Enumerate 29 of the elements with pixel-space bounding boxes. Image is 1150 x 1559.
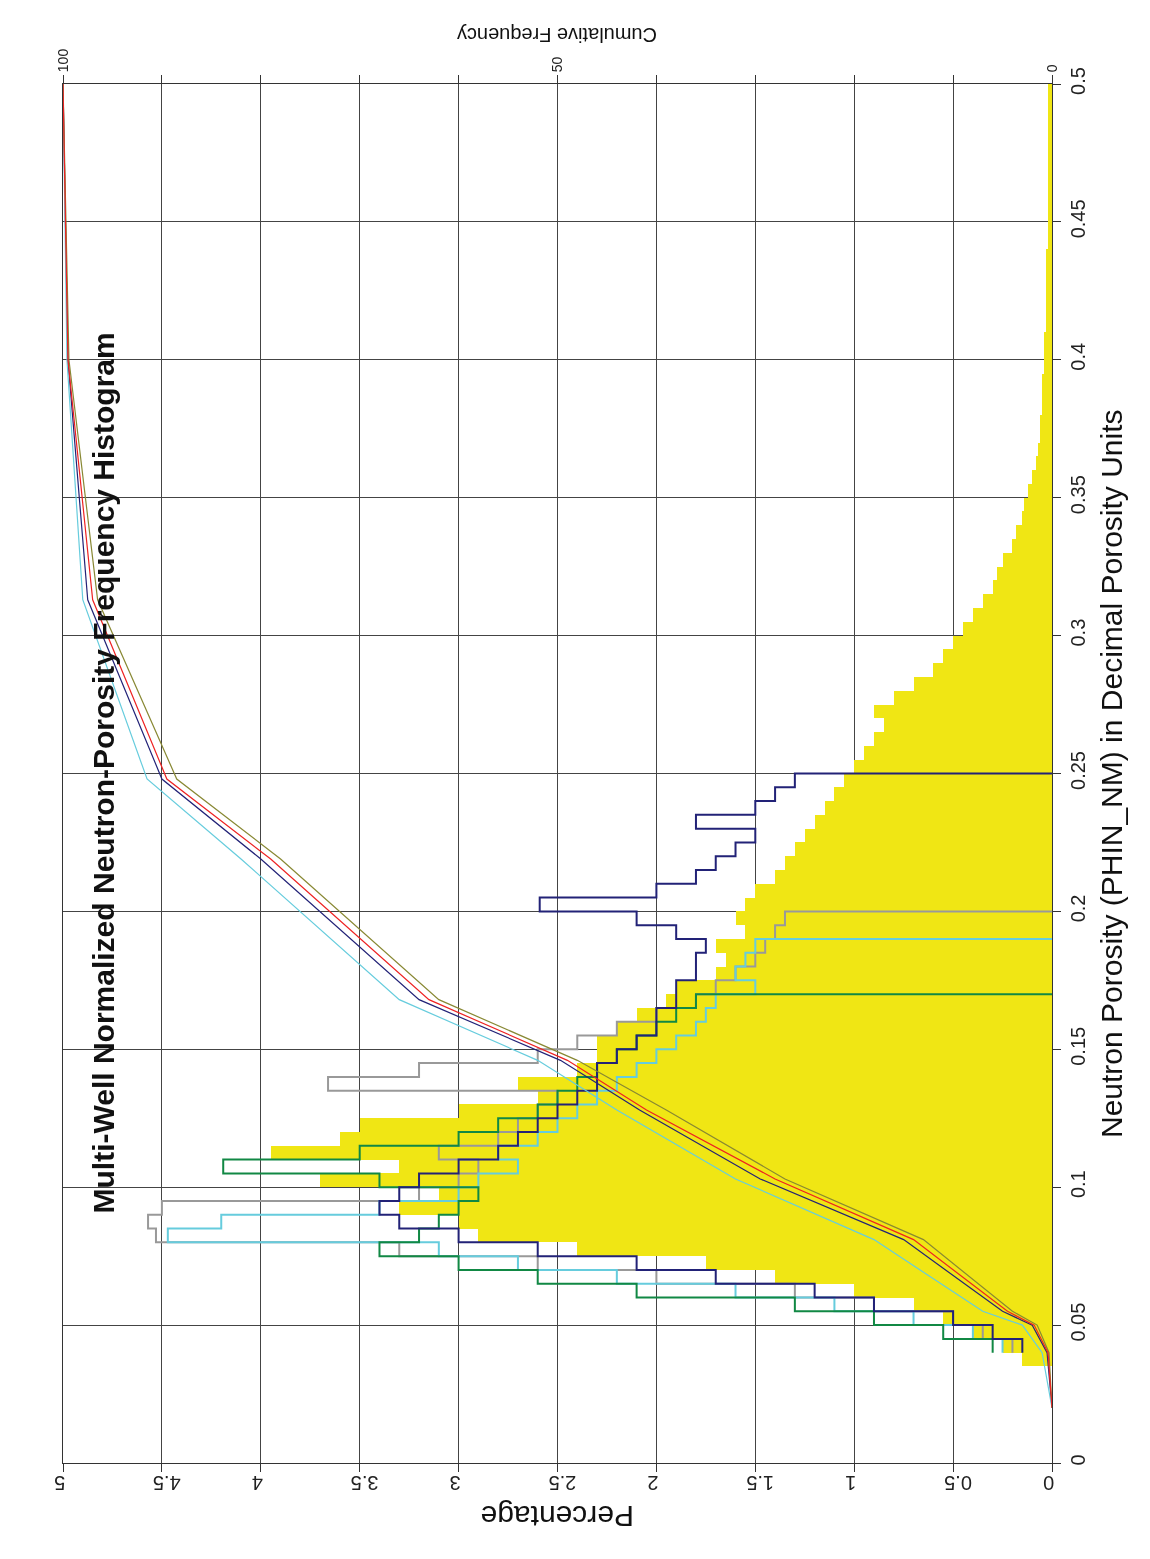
y-tick-label: 0.05 — [1067, 1302, 1089, 1342]
x-tick-label: 0.5 — [944, 1472, 972, 1494]
y-tick-label: 0.5 — [1067, 67, 1089, 95]
x-tick-label: 4 — [251, 1472, 263, 1494]
y-tick-label: 0.45 — [1067, 199, 1089, 239]
x-tick-label: 2.5 — [548, 1472, 577, 1494]
x-tick-label: 2 — [647, 1472, 659, 1494]
x-tick-label: 5 — [54, 1472, 66, 1494]
x-tick-label: 3.5 — [350, 1472, 379, 1494]
y-tick-label: 0.15 — [1067, 1026, 1089, 1066]
y-tick-label: 0.1 — [1067, 1170, 1089, 1199]
x-tick-label: 4.5 — [152, 1472, 181, 1494]
y-tick-label: 0.25 — [1067, 751, 1089, 790]
y-tick-label: 0 — [1067, 1454, 1089, 1466]
y-tick-label: 0.3 — [1067, 618, 1089, 647]
x-tick-label: 0 — [1043, 1472, 1055, 1494]
y-axis-title: Neutron Porosity (PHIN_NM) in Decimal Porosity Units — [1095, 409, 1128, 1138]
y-tick-label: 0.4 — [1067, 342, 1089, 371]
text: Multi-Well Normalized Neutron-Porosity Frequency Histogram — [86, 332, 120, 1214]
x-tick-label: 1.5 — [746, 1472, 775, 1494]
x2-tick-label: 100 — [54, 48, 71, 73]
y-tick-label: 0.2 — [1067, 894, 1089, 923]
x-axis-title: Percentage — [480, 1500, 634, 1533]
x-tick-label: 3 — [449, 1472, 461, 1494]
x-tick-label: 1 — [845, 1472, 857, 1494]
x2-axis-title: Cumulative Frequency — [456, 24, 657, 46]
x2-tick-label: 0 — [1043, 64, 1060, 73]
x2-tick-label: 50 — [549, 56, 566, 73]
y-tick-label: 0.35 — [1067, 475, 1089, 515]
